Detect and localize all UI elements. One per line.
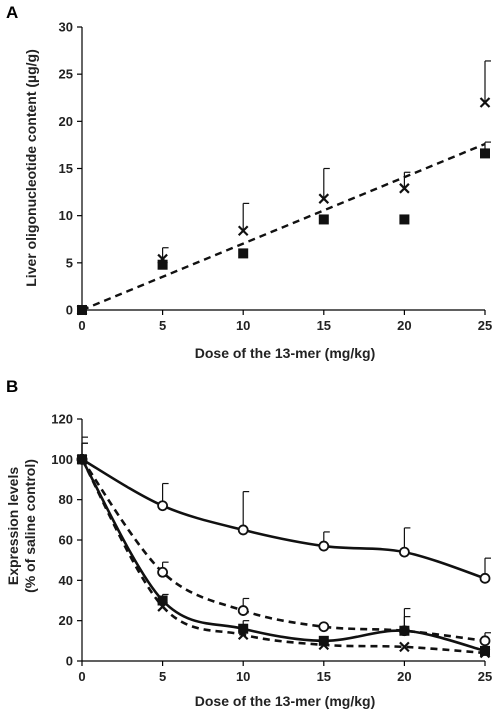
panel-b-y-tick-label: 80 xyxy=(59,492,73,507)
panel-b-x-tick-label: 10 xyxy=(236,669,250,684)
panel-b-x-tick-label: 5 xyxy=(159,669,166,684)
panel-a-point-cross xyxy=(237,225,249,237)
panel-b-point-open-circle xyxy=(318,540,330,552)
panel-a-fit-line xyxy=(81,142,486,312)
panel-a-x-tick-label: 0 xyxy=(78,318,85,333)
panel-a-letter: A xyxy=(6,3,18,22)
panel-b-point-open-circle xyxy=(237,605,249,616)
panel-b-y-tick-label: 20 xyxy=(59,613,73,628)
panel-b-point-cross xyxy=(237,629,249,641)
panel-a-point-cross xyxy=(318,193,330,204)
panel-a-point-filled-square xyxy=(77,305,87,315)
panel-a-marks xyxy=(76,60,491,316)
panel-b-point-open-circle xyxy=(157,566,169,578)
panel-b-point-filled-square xyxy=(318,635,329,646)
panel-b-point-cross xyxy=(318,639,330,651)
panel-b-point-cross xyxy=(399,641,410,653)
panel-a-x-tick-label: 5 xyxy=(159,318,166,333)
panel-b: B 0 20 40 60 80 100 120 0 5 10 15 20 25 Dose of the … xyxy=(5,377,492,709)
panel-a-point-filled-square xyxy=(480,148,490,159)
panel-b-y-tick-label: 60 xyxy=(59,533,73,548)
panel-b-y-axis-title: Expression levels xyxy=(5,467,21,586)
panel-b-series-line-1 xyxy=(81,458,486,580)
panel-b-x-tick-label: 15 xyxy=(317,669,331,684)
panel-b-point-filled-square xyxy=(157,595,168,606)
panel-b-x-tick-label: 25 xyxy=(478,669,492,684)
panel-a-x-axis-title: Dose of the 13-mer (mg/kg) xyxy=(195,345,375,361)
panel-b-point-open-circle xyxy=(479,635,491,647)
panel-b-point-filled-square xyxy=(480,645,490,656)
panel-b-point-cross-stroke xyxy=(479,647,491,659)
panel-a-y-tick-label: 5 xyxy=(66,255,73,270)
panel-b-marks xyxy=(76,436,491,659)
panel-b-x-tick-label: 0 xyxy=(78,669,85,684)
panel-a-y-tick-label: 10 xyxy=(59,208,73,223)
panel-a-point-cross xyxy=(399,183,410,194)
panel-b-point-open-circle xyxy=(479,572,491,584)
panel-a-point-cross-stroke xyxy=(318,193,330,204)
panel-a-point-cross-stroke xyxy=(399,183,410,194)
panel-a-y-tick-label: 0 xyxy=(66,303,73,318)
panel-b-point-open-circle xyxy=(398,546,410,558)
panel-b-letter: B xyxy=(6,377,18,396)
panel-a-y-tick-label: 15 xyxy=(59,161,73,176)
panel-b-y-tick-label: 0 xyxy=(66,654,73,669)
panel-b-point-cross xyxy=(479,647,491,659)
panel-b-x-tick-label: 20 xyxy=(397,669,411,684)
panel-b-y-tick-label: 40 xyxy=(59,573,73,588)
panel-b-x-axis-title: Dose of the 13-mer (mg/kg) xyxy=(195,693,375,709)
panel-a-y-tick-label: 20 xyxy=(59,114,73,129)
panel-b-y-tick-label: 120 xyxy=(51,412,73,427)
panel-b-point-cross-stroke xyxy=(237,629,249,641)
panel-b-point-open-circle xyxy=(237,524,249,536)
panel-a-x-tick-label: 15 xyxy=(317,318,331,333)
panel-a-y-axis-title: Liver oligonucleotide content (µg/g) xyxy=(23,49,39,287)
panel-a-y-tick-label: 30 xyxy=(59,20,73,35)
panel-b-point-open-circle xyxy=(318,621,330,633)
panel-b-y-axis-title-2: (% of saline control) xyxy=(22,459,38,593)
panel-b-point-cross-stroke xyxy=(76,454,88,465)
panel-a-point-filled-square xyxy=(238,248,249,259)
panel-a-point-filled-square xyxy=(399,214,410,225)
panel-a-y-tick-label: 25 xyxy=(59,67,73,82)
panel-b-point-cross-stroke xyxy=(318,639,330,651)
panel-b-point-cross xyxy=(76,454,88,465)
panel-b-point-cross-stroke xyxy=(399,641,410,653)
panel-b-point-open-circle xyxy=(157,500,169,512)
panel-a-point-filled-square xyxy=(318,214,329,225)
panel-b-series-line-3 xyxy=(80,458,486,653)
panel-a-axes: 0 5 10 15 20 25 30 0 5 10 15 20 25 xyxy=(59,20,493,334)
panel-a-x-tick-label: 25 xyxy=(478,318,492,333)
panel-a-point-cross xyxy=(479,97,491,108)
panel-b-point-filled-square xyxy=(399,625,410,636)
panel-b-y-tick-label: 100 xyxy=(51,452,73,467)
panel-a-point-filled-square xyxy=(157,259,168,270)
panel-a-point-cross-stroke xyxy=(479,97,491,108)
panel-a-point-cross-stroke xyxy=(237,225,249,237)
panel-b-axes: 0 20 40 60 80 100 120 0 5 10 15 20 25 xyxy=(51,412,492,685)
panel-b-series-line-4 xyxy=(80,458,486,655)
panel-a-x-tick-label: 10 xyxy=(236,318,250,333)
panel-b-point-filled-square xyxy=(238,623,249,634)
panel-a-x-tick-label: 20 xyxy=(397,318,411,333)
panel-b-point-cross-stroke xyxy=(157,601,168,612)
panel-b-series-line-2 xyxy=(80,458,486,643)
panel-b-point-cross xyxy=(157,601,168,612)
panel-a: A 0 5 10 15 20 25 30 0 5 10 15 20 25 Dose of the 13-… xyxy=(6,3,492,361)
